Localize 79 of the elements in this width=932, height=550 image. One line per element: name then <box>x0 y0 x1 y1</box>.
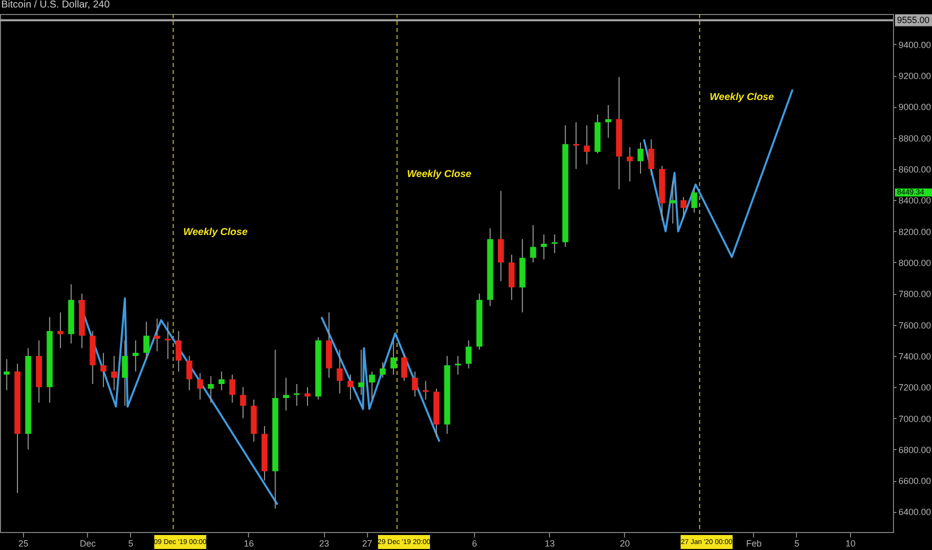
candlestick <box>454 355 461 376</box>
candlestick <box>584 124 590 165</box>
y-tick-label: 6600.00 <box>898 476 932 486</box>
y-tick-label: 7200.00 <box>898 382 932 393</box>
x-tick-label: Dec <box>80 538 96 548</box>
candlestick <box>304 386 311 406</box>
candlestick <box>240 386 246 419</box>
candlestick <box>57 312 64 349</box>
candlestick <box>638 142 644 174</box>
candlestick <box>552 234 558 254</box>
y-tick-label: 9400.00 <box>898 40 932 50</box>
candlestick <box>154 318 160 352</box>
y-tick-label: 7000.00 <box>898 414 932 424</box>
candlestick <box>122 340 128 406</box>
candlestick <box>358 349 364 396</box>
candlestick <box>336 349 343 394</box>
candlestick <box>164 321 171 360</box>
x-tick-label: 13 <box>544 538 555 548</box>
x-tick-label: 25 <box>18 538 28 548</box>
candlestick <box>132 340 139 372</box>
y-tick-label: 9200.00 <box>898 71 932 82</box>
ref-line-label: 9555.00 <box>897 15 930 26</box>
candlestick <box>283 377 290 411</box>
candlestick <box>626 146 633 182</box>
y-tick-label: 8600.00 <box>898 164 932 175</box>
y-tick-label: 6800.00 <box>898 444 932 455</box>
candlestick <box>368 371 375 400</box>
candlestick <box>648 138 654 176</box>
x-tick-label: 10 <box>846 538 856 548</box>
y-tick-label: 8800.00 <box>898 133 932 144</box>
candlestick <box>294 384 300 406</box>
candlestick <box>412 371 418 397</box>
candlestick <box>573 122 580 170</box>
candlestick <box>680 196 687 220</box>
annotation: Weekly Close <box>407 169 472 180</box>
candlestick <box>691 187 698 214</box>
line-series <box>643 89 794 258</box>
candlestick <box>466 340 472 369</box>
x-tick-label: 23 <box>319 538 330 548</box>
candlestick <box>347 374 354 400</box>
x-tick-label: 6 <box>472 538 478 548</box>
candlestick <box>605 104 612 138</box>
y-tick-label: 9000.00 <box>898 102 932 112</box>
candlestick <box>176 330 182 372</box>
y-tick-label: 7400.00 <box>898 351 932 362</box>
y-tick-label: 7800.00 <box>898 289 932 300</box>
x-tick-label: 5 <box>794 538 800 548</box>
candlestick <box>4 358 10 391</box>
candlestick <box>498 190 504 282</box>
line-series <box>78 297 278 505</box>
candlestick <box>100 352 106 388</box>
candlestick <box>229 374 236 404</box>
chart-title: Bitcoin / U.S. Dollar, 240 <box>1 0 110 10</box>
x-tick-label: 16 <box>244 538 254 548</box>
candlestick <box>540 234 547 260</box>
x-tick-label: 27 <box>362 538 372 548</box>
candlestick <box>208 376 214 404</box>
y-tick-label: 8200.00 <box>898 226 932 237</box>
annotation: Weekly Close <box>183 227 248 238</box>
y-tick-label: 8000.00 <box>898 258 932 268</box>
annotation: Weekly Close <box>710 92 774 103</box>
candlestick <box>530 224 536 263</box>
y-tick-label: 7600.00 <box>898 320 932 330</box>
line-series <box>320 316 440 442</box>
candlestick <box>390 340 396 376</box>
y-tick-label: 6400.00 <box>898 507 932 518</box>
candlestick <box>380 362 386 378</box>
x-tick-label: 20 <box>620 538 630 548</box>
candlestick <box>670 180 676 224</box>
candlestick <box>111 355 118 391</box>
candlestick <box>218 371 225 391</box>
candlestick <box>143 321 150 360</box>
candlestick <box>197 372 204 400</box>
candlestick <box>186 355 192 391</box>
x-tick-label: 5 <box>128 538 134 548</box>
x-tick-label: Feb <box>746 538 762 548</box>
y-tick-label: 8400.00 <box>898 196 932 206</box>
candlestick <box>401 354 408 382</box>
candlestick <box>422 380 429 400</box>
